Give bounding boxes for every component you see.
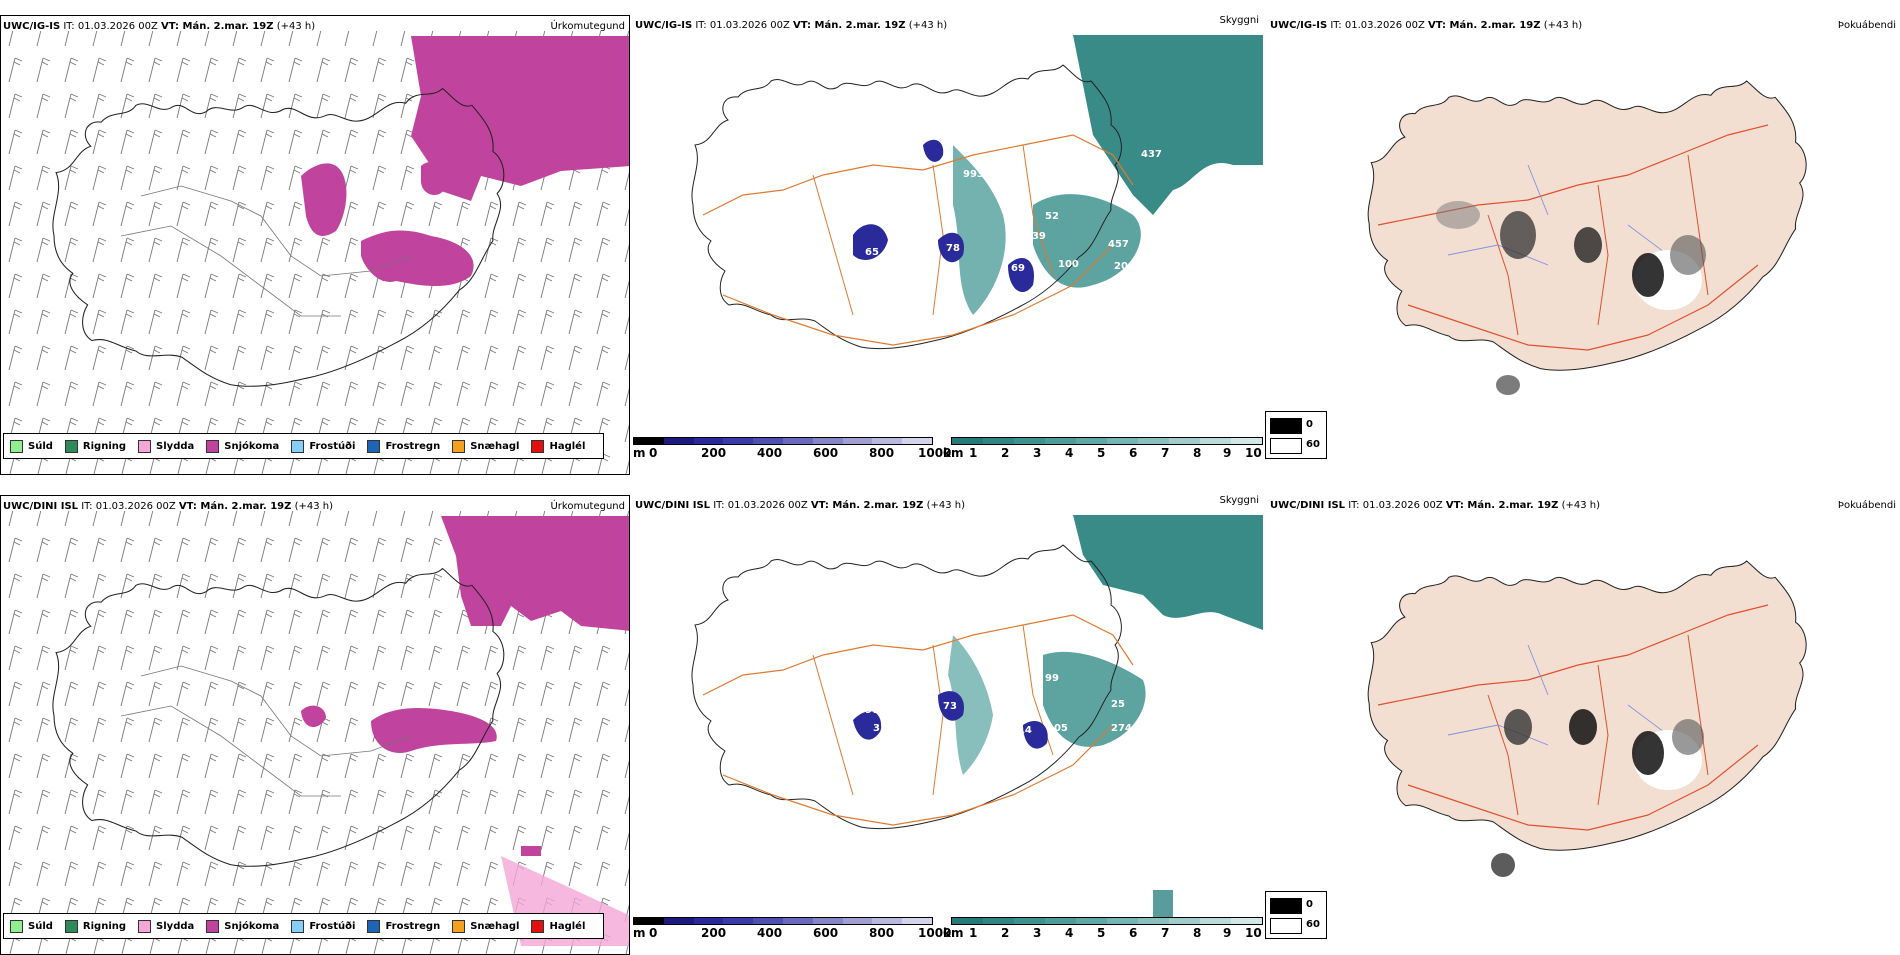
- legend-item-snjokoma: Snjókoma: [206, 439, 279, 453]
- vis-label: 457: [1108, 239, 1129, 250]
- panel-header: UWC/DINI ISL IT: 01.03.2026 00Z VT: Mán.…: [1270, 500, 1600, 511]
- legend-item-slydda: Slydda: [138, 439, 194, 453]
- visibility-panel-top: 993 437 439 52 457 78 65 69 100 209 12 4…: [633, 15, 1263, 475]
- visibility-panel-bottom: 126 99 73 97 71 114 105 25 274 33 8 UWC/…: [633, 495, 1263, 955]
- panel-title: Þokuábendi: [1837, 20, 1896, 31]
- vis-label: 274: [1111, 723, 1132, 734]
- legend-item-sudd: Súld: [10, 919, 53, 933]
- panel-title: Úrkomutegund: [550, 501, 625, 512]
- vis-label: 71: [993, 711, 1007, 722]
- vis-label: 126: [1133, 614, 1154, 625]
- panel-title: Þokuábendi: [1837, 500, 1896, 511]
- vis-label: 78: [946, 243, 960, 254]
- panel-title: Skyggni: [1219, 15, 1259, 26]
- fog-panel-top: UWC/IG-IS IT: 01.03.2026 00Z VT: Mán. 2.…: [1268, 15, 1900, 475]
- precip-map: [1, 511, 629, 954]
- precip-legend: Súld Rigning Slydda Snjókoma Frostúði Fr…: [3, 913, 605, 939]
- vis-label: 105: [1047, 723, 1068, 734]
- legend-item-rigning: Rigning: [64, 919, 126, 933]
- vis-label: 12: [915, 159, 929, 170]
- legend-item-hagl: Haglél: [531, 919, 585, 933]
- vis-label: 100: [1058, 259, 1079, 270]
- vis-label: 437: [1141, 149, 1162, 160]
- vis-label: 114: [1011, 725, 1032, 736]
- vis-label: 73: [943, 701, 957, 712]
- fog-map: [1367, 80, 1807, 395]
- vis-label: 439: [1025, 231, 1046, 242]
- fog-scale: 0 60: [1265, 411, 1327, 459]
- vis-label: 97: [865, 705, 879, 716]
- vis-label: 25: [1111, 699, 1125, 710]
- fog-scale: 0 60: [1265, 891, 1327, 939]
- precip-legend: Súld Rigning Slydda Snjókoma Frostúði Fr…: [3, 433, 605, 459]
- vis-label: 52: [1045, 211, 1059, 222]
- legend-item-snaehagl: Snæhagl: [452, 919, 519, 933]
- vis-label: 42: [923, 383, 937, 394]
- legend-item-slydda: Slydda: [138, 919, 194, 933]
- vis-label: 8: [915, 863, 922, 874]
- vis-label: 69: [1011, 263, 1025, 274]
- legend-item-snaehagl: Snæhagl: [452, 439, 519, 453]
- panel-header: UWC/IG-IS IT: 01.03.2026 00Z VT: Mán. 2.…: [1270, 20, 1583, 31]
- vis-label: 993: [963, 169, 984, 180]
- panel-header: UWC/IG-IS IT: 01.03.2026 00Z VT: Mán. 2.…: [635, 20, 948, 31]
- fog-map: [1367, 560, 1807, 877]
- precip-map: [1, 31, 629, 474]
- legend-item-sudd: Súld: [10, 439, 53, 453]
- panel-header: UWC/DINI ISL IT: 01.03.2026 00Z VT: Mán.…: [3, 501, 333, 512]
- visibility-map: 126 99 73 97 71 114 105 25 274 33 8: [691, 515, 1263, 925]
- panel-title: Skyggni: [1219, 495, 1259, 506]
- legend-item-hagl: Haglél: [531, 439, 585, 453]
- vis-label: 209: [1114, 261, 1135, 272]
- panel-header: UWC/DINI ISL IT: 01.03.2026 00Z VT: Mán.…: [635, 500, 965, 511]
- visibility-map: 993 437 439 52 457 78 65 69 100 209 12 4…: [691, 35, 1263, 394]
- panel-header: UWC/IG-IS IT: 01.03.2026 00Z VT: Mán. 2.…: [3, 21, 316, 32]
- vis-label: 65: [865, 247, 879, 258]
- legend-item-frostregn: Frostregn: [367, 439, 440, 453]
- legend-item-snjokoma: Snjókoma: [206, 919, 279, 933]
- legend-item-frostudi: Frostúði: [291, 439, 355, 453]
- legend-item-frostudi: Frostúði: [291, 919, 355, 933]
- precip-type-panel-top: UWC/IG-IS IT: 01.03.2026 00Z VT: Mán. 2.…: [0, 15, 630, 475]
- vis-label: 99: [1045, 673, 1059, 684]
- panel-title: Úrkomutegund: [550, 21, 625, 32]
- precip-type-panel-bottom: UWC/DINI ISL IT: 01.03.2026 00Z VT: Mán.…: [0, 495, 630, 955]
- fog-panel-bottom: UWC/DINI ISL IT: 01.03.2026 00Z VT: Mán.…: [1268, 495, 1900, 955]
- legend-item-rigning: Rigning: [64, 439, 126, 453]
- legend-item-frostregn: Frostregn: [367, 919, 440, 933]
- vis-label: 33: [873, 723, 887, 734]
